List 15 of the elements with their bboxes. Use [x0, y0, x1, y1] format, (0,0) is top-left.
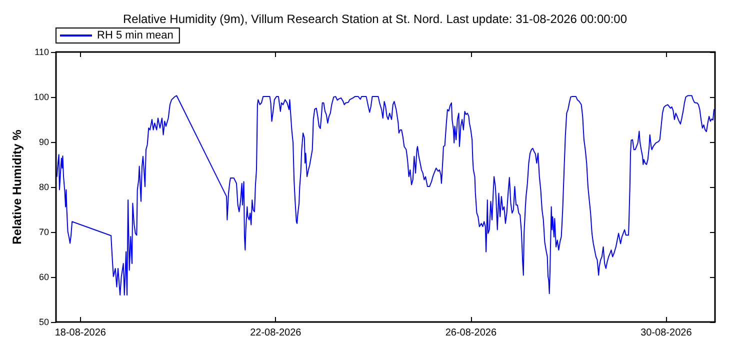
y-tick-label: 50 [38, 317, 49, 327]
y-tick-label: 110 [34, 47, 49, 57]
y-tick-label: 90 [38, 137, 49, 147]
chart-title: Relative Humidity (9m), Villum Research Station at St. Nord. Last update: 31-08-2026 00:00:00 [122, 12, 628, 26]
y-tick-label: 70 [38, 227, 49, 237]
y-tick-label: 80 [38, 182, 49, 192]
x-tick-label: 18-08-2026 [54, 328, 106, 338]
y-tick-label: 60 [38, 272, 49, 282]
line-series [56, 95, 714, 296]
x-tick-label: 26-08-2026 [445, 328, 497, 338]
legend-label: RH 5 min mean [97, 30, 174, 42]
y-axis-title: Relative Humidity % [10, 129, 24, 244]
x-tick-label: 30-08-2026 [640, 328, 692, 338]
x-tick-label: 22-08-2026 [250, 328, 302, 338]
y-tick-label: 100 [34, 92, 49, 102]
